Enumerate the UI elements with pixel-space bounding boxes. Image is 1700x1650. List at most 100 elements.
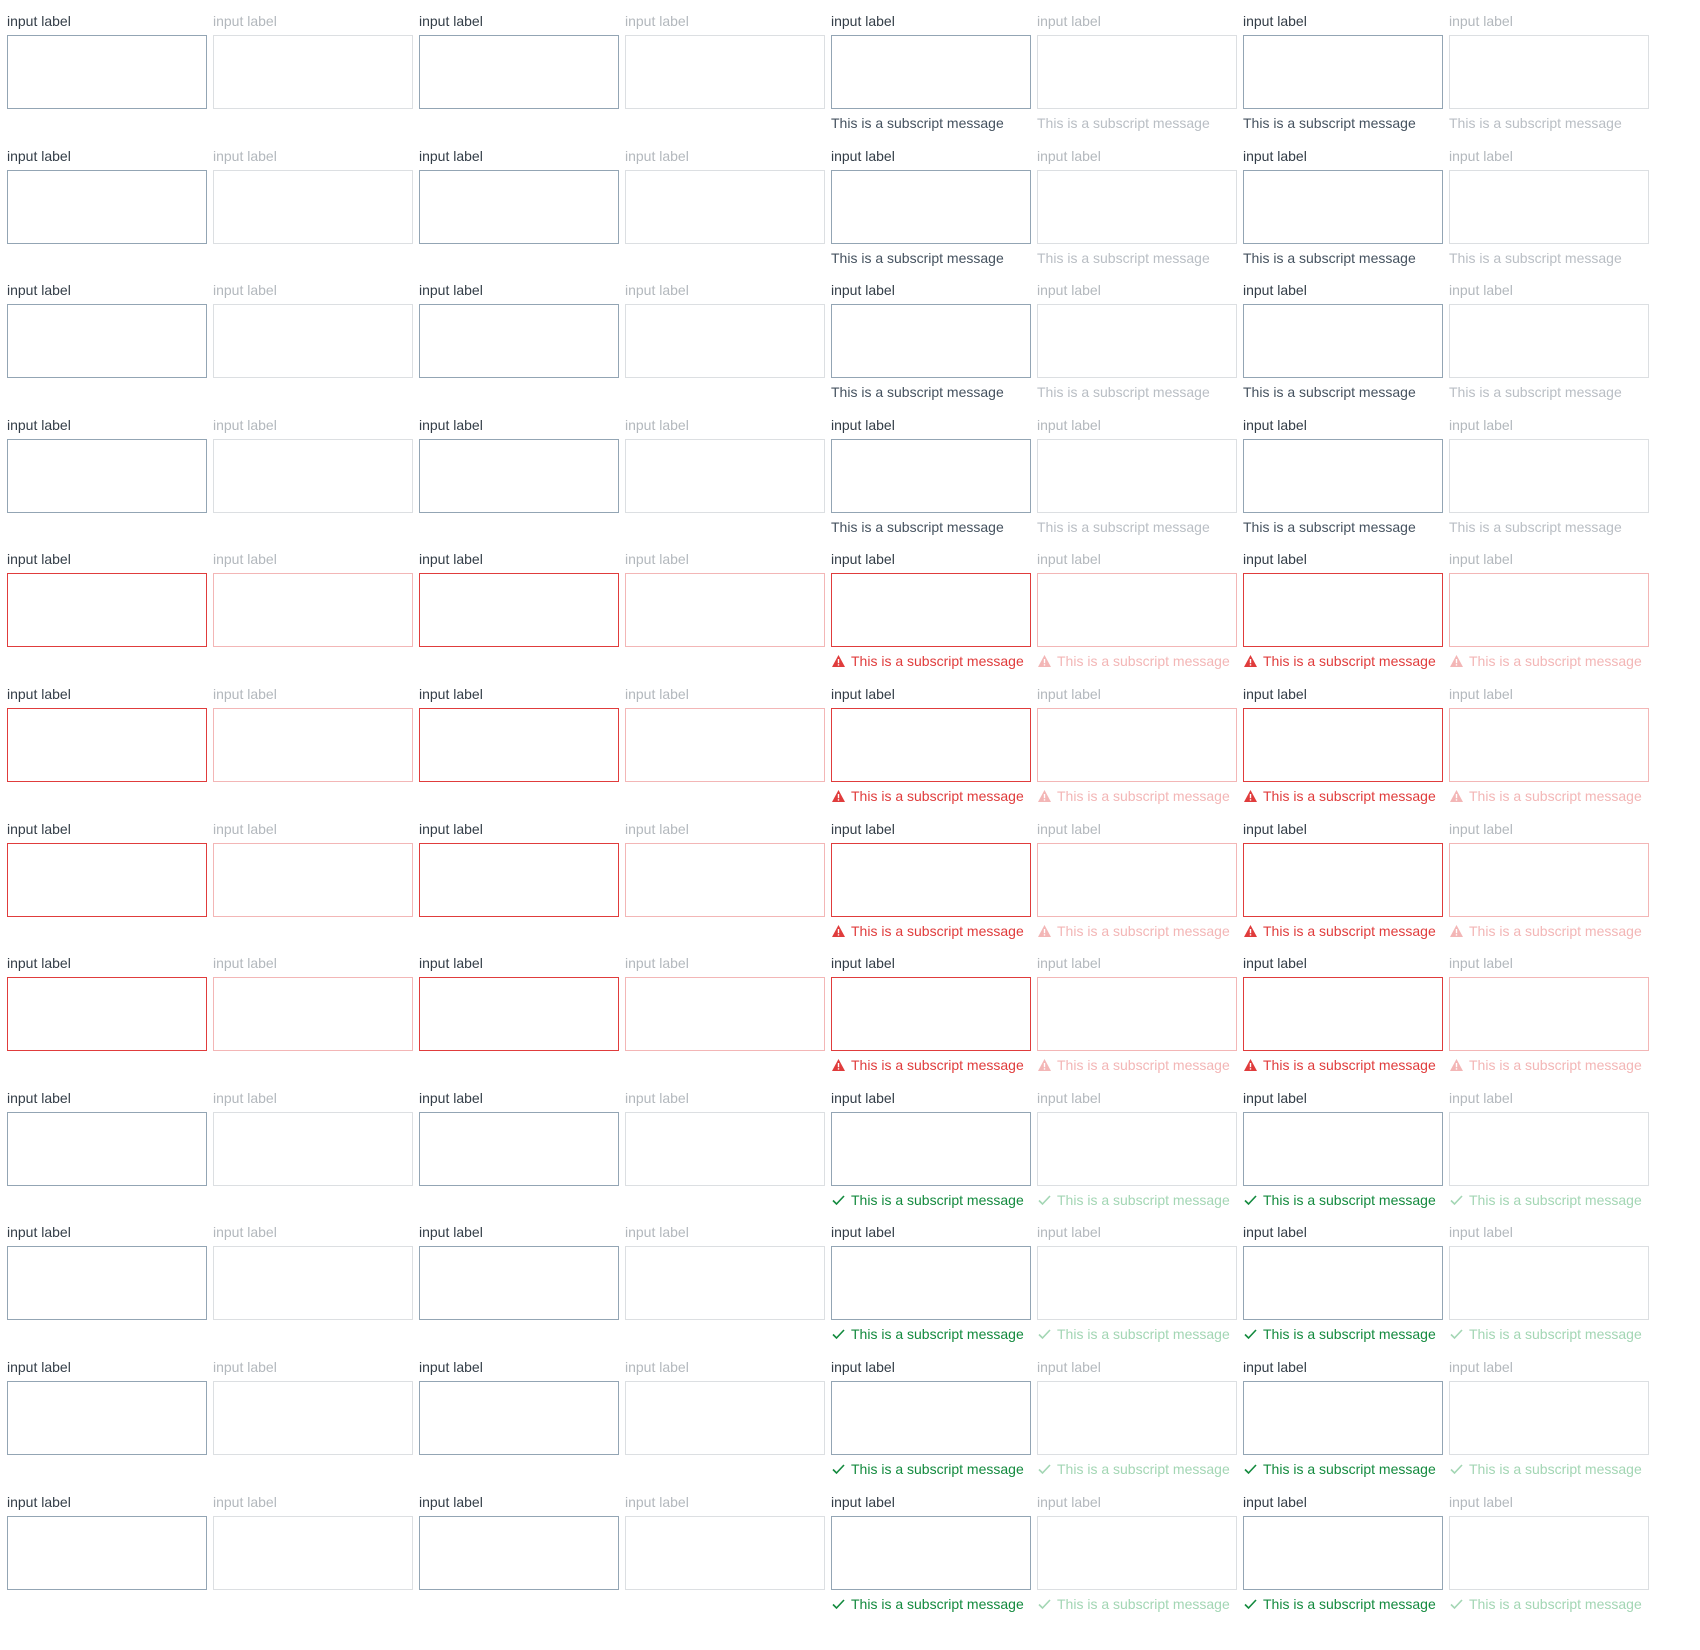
text-input[interactable] — [7, 304, 207, 379]
subscript-text: This is a subscript message — [1243, 384, 1416, 401]
input-label: input label — [1449, 820, 1513, 837]
input-label: input label — [1243, 147, 1307, 164]
checkmark-icon — [832, 1599, 845, 1609]
text-input[interactable] — [831, 304, 1031, 379]
warning-triangle-icon — [1450, 655, 1463, 668]
subscript-message: This is a subscript message — [1243, 787, 1436, 805]
subscript-message: This is a subscript message — [1243, 1460, 1436, 1478]
input-label: input label — [831, 1089, 895, 1106]
subscript-message: This is a subscript message — [1037, 1460, 1230, 1478]
input-label: input label — [1037, 955, 1101, 972]
text-input[interactable] — [831, 35, 1031, 109]
checkmark-icon — [1450, 1195, 1463, 1205]
text-input[interactable] — [7, 977, 207, 1052]
text-input[interactable] — [1243, 977, 1443, 1052]
subscript-message: This is a subscript message — [1449, 1191, 1642, 1209]
text-input[interactable] — [1243, 1111, 1443, 1186]
text-input[interactable] — [419, 573, 619, 648]
text-input[interactable] — [831, 1111, 1031, 1186]
input-label: input label — [7, 955, 71, 972]
text-input[interactable] — [831, 842, 1031, 917]
subscript-message: This is a subscript message — [831, 249, 1004, 267]
text-input[interactable] — [419, 169, 619, 244]
input-label: input label — [1449, 416, 1513, 433]
subscript-message: This is a subscript message — [1037, 652, 1230, 670]
input-label: input label — [213, 13, 277, 29]
subscript-text: This is a subscript message — [831, 384, 1004, 401]
text-input[interactable] — [1243, 842, 1443, 917]
text-input[interactable] — [1243, 304, 1443, 379]
input-label: input label — [831, 551, 895, 568]
text-input — [1449, 977, 1649, 1052]
text-input[interactable] — [419, 708, 619, 782]
warning-triangle-icon — [832, 655, 845, 668]
subscript-message: This is a subscript message — [1243, 1595, 1436, 1613]
text-input[interactable] — [7, 1515, 207, 1590]
subscript-text: This is a subscript message — [831, 249, 1004, 266]
subscript-text: This is a subscript message — [1243, 115, 1416, 131]
input-label: input label — [625, 686, 689, 702]
subscript-text: This is a subscript message — [831, 115, 1004, 131]
subscript-message: This is a subscript message — [1037, 787, 1230, 805]
subscript-text: This is a subscript message — [1263, 653, 1436, 670]
text-input[interactable] — [831, 1246, 1031, 1321]
text-input[interactable] — [419, 438, 619, 513]
text-input[interactable] — [831, 977, 1031, 1052]
input-label: input label — [213, 820, 277, 837]
text-input — [625, 169, 825, 244]
text-input[interactable] — [7, 1111, 207, 1186]
warning-triangle-icon — [832, 1059, 845, 1072]
text-input[interactable] — [7, 708, 207, 782]
text-input[interactable] — [1243, 1246, 1443, 1321]
input-label: input label — [1037, 551, 1101, 568]
text-input — [1449, 1381, 1649, 1455]
text-input[interactable] — [419, 1246, 619, 1321]
text-input — [625, 977, 825, 1052]
text-input[interactable] — [1243, 708, 1443, 782]
subscript-text: This is a subscript message — [1037, 518, 1210, 535]
input-label: input label — [213, 1224, 277, 1241]
text-input[interactable] — [1243, 1515, 1443, 1590]
text-input[interactable] — [1243, 573, 1443, 648]
text-input[interactable] — [7, 35, 207, 109]
text-input[interactable] — [419, 842, 619, 917]
text-input[interactable] — [7, 842, 207, 917]
text-input[interactable] — [7, 169, 207, 244]
input-label: input label — [1449, 551, 1513, 568]
text-input[interactable] — [419, 977, 619, 1052]
text-input — [1037, 1381, 1237, 1455]
text-input[interactable] — [7, 573, 207, 648]
input-label: input label — [7, 282, 71, 299]
text-input[interactable] — [1243, 169, 1443, 244]
input-label: input label — [1243, 282, 1307, 299]
subscript-text: This is a subscript message — [1037, 249, 1210, 266]
warning-triangle-icon — [1450, 924, 1463, 937]
subscript-message: This is a subscript message — [1243, 652, 1436, 670]
text-input[interactable] — [831, 169, 1031, 244]
text-input[interactable] — [831, 1515, 1031, 1590]
input-label: input label — [213, 282, 277, 299]
text-input[interactable] — [831, 1381, 1031, 1455]
input-label: input label — [1037, 1359, 1101, 1375]
text-input[interactable] — [419, 1381, 619, 1455]
text-input[interactable] — [7, 1246, 207, 1321]
warning-triangle-icon — [1038, 655, 1051, 668]
text-input[interactable] — [7, 438, 207, 513]
subscript-text: This is a subscript message — [1243, 518, 1416, 535]
text-input[interactable] — [7, 1381, 207, 1455]
subscript-text: This is a subscript message — [1263, 1595, 1436, 1612]
text-input[interactable] — [419, 1111, 619, 1186]
text-input[interactable] — [1243, 1381, 1443, 1455]
text-input[interactable] — [419, 1515, 619, 1590]
text-input — [213, 169, 413, 244]
text-input[interactable] — [419, 304, 619, 379]
text-input[interactable] — [1243, 35, 1443, 109]
subscript-message: This is a subscript message — [1449, 114, 1622, 132]
text-input[interactable] — [1243, 438, 1443, 513]
text-input[interactable] — [831, 708, 1031, 782]
text-input[interactable] — [831, 438, 1031, 513]
text-input[interactable] — [831, 573, 1031, 648]
text-input[interactable] — [419, 35, 619, 109]
text-input — [213, 1515, 413, 1590]
text-input — [213, 304, 413, 379]
